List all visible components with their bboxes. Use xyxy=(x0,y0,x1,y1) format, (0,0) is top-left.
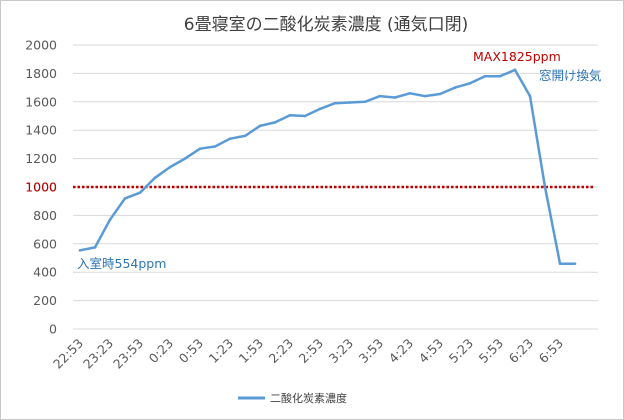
y-tick-label: 1400 xyxy=(25,123,57,138)
data-point xyxy=(528,94,532,98)
y-tick-label: 1000 xyxy=(25,180,57,195)
y-tick-label: 1600 xyxy=(25,94,57,109)
vent-annotation: 窓開け換気 xyxy=(539,68,602,83)
data-point xyxy=(348,101,352,104)
x-tick-label: 3:23 xyxy=(326,336,356,366)
x-tick-label: 23:23 xyxy=(80,336,116,372)
y-tick-label: 2000 xyxy=(25,38,57,53)
x-tick-label: 4:53 xyxy=(416,336,446,366)
chart-title: 6畳寝室の二酸化炭素濃度 (通気口閉) xyxy=(184,14,468,35)
series-line xyxy=(79,68,575,265)
data-point xyxy=(288,113,292,117)
x-tick-label: 6:53 xyxy=(536,336,566,366)
y-tick-label: 200 xyxy=(33,293,57,308)
data-point xyxy=(273,121,277,124)
data-point xyxy=(213,145,217,148)
data-point xyxy=(393,96,397,99)
data-point xyxy=(378,94,382,98)
data-point xyxy=(168,165,172,169)
data-point xyxy=(453,86,457,89)
x-tick-label: 1:23 xyxy=(206,336,236,366)
series-group xyxy=(79,68,575,265)
data-point xyxy=(408,91,412,95)
max-annotation: MAX1825ppm xyxy=(473,49,561,64)
y-tick-label: 1800 xyxy=(25,66,57,81)
threshold-tick-label: 1000 xyxy=(25,180,57,195)
data-point xyxy=(153,176,157,180)
x-tick-label: 22:53 xyxy=(50,336,86,372)
data-point xyxy=(498,74,502,78)
data-point xyxy=(543,185,547,189)
data-point xyxy=(513,68,517,72)
data-point xyxy=(108,218,112,221)
data-point xyxy=(138,191,142,194)
x-tick-label: 0:53 xyxy=(176,336,206,366)
data-point xyxy=(228,137,232,141)
x-tick-label: 5:23 xyxy=(446,336,476,366)
data-point xyxy=(183,157,187,160)
x-tick-label: 2:53 xyxy=(296,336,326,366)
data-point xyxy=(78,249,82,252)
x-tick-label: 2:23 xyxy=(266,336,296,366)
y-tick-label: 1200 xyxy=(25,151,57,166)
data-point xyxy=(123,197,127,200)
y-tick-label: 600 xyxy=(33,236,57,251)
data-point xyxy=(438,92,442,96)
x-tick-label: 4:23 xyxy=(386,336,416,366)
x-tick-label: 3:53 xyxy=(356,336,386,366)
data-point xyxy=(558,262,562,265)
data-point xyxy=(318,107,322,111)
data-point xyxy=(303,114,307,118)
x-tick-label: 5:53 xyxy=(476,336,506,366)
x-tick-label: 1:53 xyxy=(236,336,266,366)
data-point xyxy=(573,262,577,265)
x-tick-label: 0:23 xyxy=(146,336,176,366)
x-tick-label: 23:53 xyxy=(110,336,146,372)
y-tick-label: 800 xyxy=(33,208,57,223)
data-point xyxy=(333,101,337,105)
data-point xyxy=(483,74,487,78)
x-tick-label: 6:23 xyxy=(506,336,536,366)
y-tick-label: 400 xyxy=(33,265,57,280)
y-axis-ticks: 0200400600800100012001400160018002000100… xyxy=(25,38,57,337)
data-point xyxy=(258,124,262,128)
entry-annotation: 入室時554ppm xyxy=(77,256,166,271)
data-point xyxy=(198,147,202,150)
data-point xyxy=(468,82,472,85)
data-point xyxy=(363,100,367,104)
data-points xyxy=(78,68,577,265)
y-tick-label: 0 xyxy=(49,322,57,337)
data-point xyxy=(93,246,97,249)
legend-label: 二酸化炭素濃度 xyxy=(270,391,347,405)
legend: 二酸化炭素濃度 xyxy=(238,391,347,405)
data-point xyxy=(243,134,247,138)
data-point xyxy=(423,94,427,98)
